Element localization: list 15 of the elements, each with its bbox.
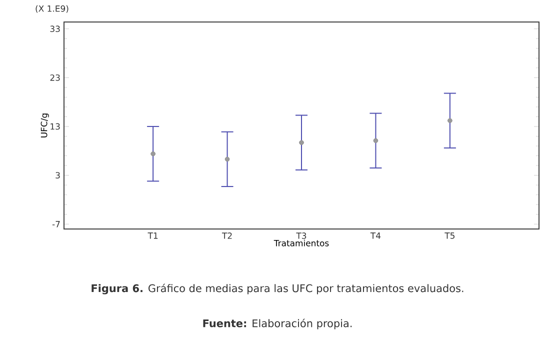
x-tick-label: T5 bbox=[444, 232, 454, 239]
text: (X 1.E9) bbox=[36, 5, 68, 13]
x-tick-label: T2 bbox=[222, 232, 232, 239]
y-tick-label: 33 bbox=[50, 26, 60, 32]
y-tick-label: -7 bbox=[52, 221, 60, 228]
y-tick-label: 23 bbox=[50, 74, 60, 81]
x-tick-label: T4 bbox=[370, 232, 381, 239]
x-tick-label: T1 bbox=[148, 232, 158, 239]
x-axis-title: Tratamientos bbox=[274, 240, 329, 246]
x-tick-label: T3 bbox=[296, 232, 306, 239]
text: Figura 6. Gráfico de medias para las UFC por tratamientos evaluados. bbox=[92, 284, 464, 294]
text: Fuente: Elaboración propia. bbox=[203, 318, 352, 330]
y-tick-label: 13 bbox=[50, 123, 60, 130]
y-axis-title: UFC/g bbox=[40, 114, 49, 138]
y-tick-label: 3 bbox=[56, 172, 60, 179]
